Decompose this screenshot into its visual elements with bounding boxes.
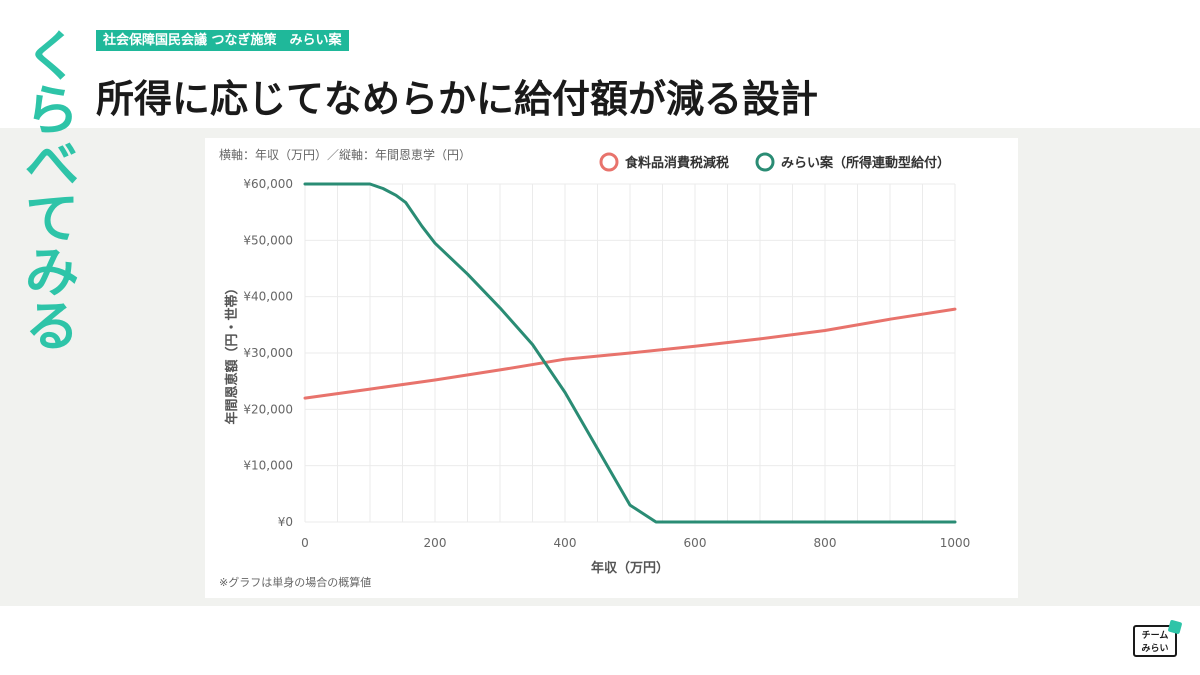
page-title: 所得に応じてなめらかに給付額が減る設計 (96, 77, 819, 121)
legend-label-1: 食料品消費税減税 (625, 155, 729, 171)
series-line-1 (303, 307, 957, 400)
team-logo: チーム みらい (1133, 625, 1177, 657)
chart-subtitle: 横軸：年収（万円）／縦軸：年間恩恵学（円） (219, 147, 471, 162)
y-tick-label: ¥40,000 (243, 290, 293, 304)
y-tick-label: ¥0 (278, 515, 293, 529)
x-tick-label: 200 (424, 536, 447, 550)
section-tag: 社会保障国民会議 つなぎ施策 みらい案 (96, 30, 349, 51)
chart-card: ¥0 ¥10,000 ¥20,000 ¥30,000 ¥40,000 ¥50,000 ¥60… (205, 138, 1018, 598)
x-tick-label: 1000 (940, 536, 971, 550)
y-tick-label: ¥10,000 (243, 459, 293, 473)
legend-marker-1 (599, 152, 619, 172)
y-axis-title: 年間恩恵額（円・世帯） (224, 281, 240, 424)
series-line-2 (303, 182, 957, 524)
x-tick-label: 400 (554, 536, 577, 550)
logo-line-1: チーム (1141, 631, 1169, 641)
logo-line-2: みらい (1141, 644, 1169, 654)
side-title: くらべてみる (25, 25, 79, 358)
line-chart: ¥0 ¥10,000 ¥20,000 ¥30,000 ¥40,000 ¥50,000 ¥60… (219, 147, 971, 589)
legend-label-2: みらい案（所得連動型給付） (781, 155, 950, 171)
y-tick-label: ¥60,000 (243, 177, 293, 191)
x-tick-label: 0 (301, 536, 309, 550)
y-tick-label: ¥50,000 (243, 233, 293, 247)
legend-marker-2 (755, 152, 775, 172)
x-tick-label: 800 (814, 536, 837, 550)
x-tick-label: 600 (684, 536, 707, 550)
y-tick-label: ¥30,000 (243, 346, 293, 360)
x-axis-title: 年収（万円） (591, 560, 669, 576)
chart-footnote: ※グラフは単身の場合の概算値 (219, 575, 371, 589)
y-tick-label: ¥20,000 (243, 402, 293, 416)
